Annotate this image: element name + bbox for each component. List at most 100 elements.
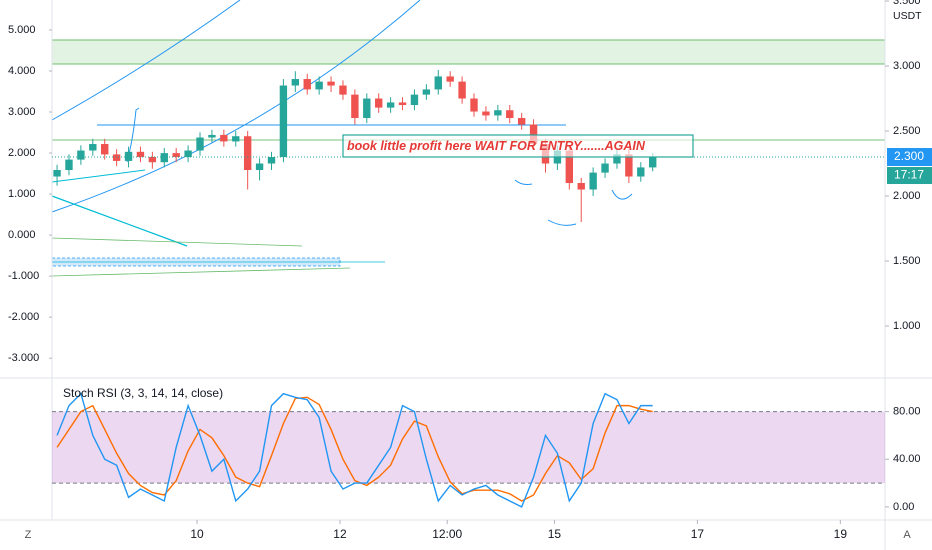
y2-tick-label: -2.000 bbox=[8, 311, 39, 323]
y-tick-label: 80.00 bbox=[893, 405, 921, 417]
candle-body bbox=[458, 81, 466, 99]
x-tick-label: 17 bbox=[691, 527, 705, 541]
y2-tick-label: 1.000 bbox=[8, 188, 36, 200]
x-tick-label: 15 bbox=[548, 527, 562, 541]
trend-line bbox=[51, 195, 188, 247]
candle-body bbox=[649, 157, 657, 168]
x-tick-label: 10 bbox=[190, 527, 204, 541]
y-tick-label: 1.000 bbox=[893, 320, 921, 332]
candle-body bbox=[267, 157, 276, 164]
candle-body bbox=[303, 79, 311, 90]
candle-body bbox=[398, 102, 407, 106]
candle-body bbox=[529, 124, 538, 145]
y2-tick-label: 2.000 bbox=[8, 147, 36, 159]
candle-body bbox=[112, 154, 121, 161]
zone bbox=[51, 39, 886, 65]
indicator-title: Stoch RSI (3, 3, 14, 14, close) bbox=[63, 386, 223, 400]
candle-body bbox=[208, 134, 216, 138]
candle-body bbox=[255, 163, 264, 171]
drawing bbox=[611, 189, 633, 200]
stoch-line bbox=[56, 392, 653, 508]
y-tick-label: 2.000 bbox=[893, 190, 921, 202]
candle-body bbox=[339, 85, 347, 95]
candle-body bbox=[422, 89, 431, 95]
button[interactable] bbox=[896, 524, 918, 546]
candle-body bbox=[482, 111, 490, 116]
button[interactable] bbox=[17, 524, 39, 546]
candle-body bbox=[446, 76, 454, 82]
y2-tick-label: 5.000 bbox=[8, 24, 36, 36]
last-price-label: 2.300 bbox=[894, 149, 924, 163]
button-label[interactable]: Z bbox=[25, 529, 32, 541]
annotation: book little profit here WAIT FOR ENTRY..… bbox=[347, 139, 646, 153]
trend-line bbox=[51, 169, 146, 183]
y2-tick-label: 0.000 bbox=[8, 229, 36, 241]
y2-tick-label: 3.000 bbox=[8, 106, 36, 118]
candle-body bbox=[363, 98, 371, 119]
candle-body bbox=[517, 118, 526, 125]
y2-tick-label: 4.000 bbox=[8, 65, 36, 77]
trend-curve bbox=[51, 0, 241, 121]
candle-body bbox=[220, 134, 228, 142]
candle-body bbox=[637, 167, 645, 177]
candle-body bbox=[470, 98, 478, 112]
candle-body bbox=[148, 157, 157, 163]
x-tick-label: 12 bbox=[333, 527, 347, 541]
candle-body bbox=[386, 102, 395, 108]
y-tick-label: 3.000 bbox=[893, 60, 921, 72]
x-tick-label: 12:00 bbox=[432, 527, 462, 541]
candle-body bbox=[375, 98, 383, 108]
currency: USDT bbox=[893, 10, 922, 22]
candle-body bbox=[625, 154, 633, 177]
candle-body bbox=[410, 94, 419, 106]
trend-line bbox=[51, 267, 351, 277]
drawing bbox=[514, 179, 533, 185]
countdown: 17:17 bbox=[894, 168, 924, 182]
candle-body bbox=[160, 153, 168, 163]
candle-body bbox=[184, 150, 192, 158]
trend-line bbox=[51, 237, 303, 247]
countdown-tag bbox=[887, 167, 932, 185]
candle-body bbox=[101, 144, 109, 155]
candle-body bbox=[196, 137, 204, 151]
candle-body bbox=[89, 144, 97, 151]
candle-body bbox=[124, 151, 133, 161]
candle-body bbox=[613, 154, 621, 164]
y-tick-label: 0.00 bbox=[893, 501, 914, 513]
band bbox=[52, 411, 885, 484]
candle-body bbox=[279, 85, 288, 158]
candle-body bbox=[351, 94, 359, 119]
y-tick-label: 1.500 bbox=[893, 255, 921, 267]
y2-tick-label: -3.000 bbox=[8, 352, 39, 364]
candle-body bbox=[494, 110, 502, 116]
candle-body bbox=[434, 76, 442, 90]
candle-body bbox=[172, 153, 180, 158]
last-price-tag bbox=[887, 148, 932, 167]
y-tick-label: 2.500 bbox=[893, 125, 921, 137]
candle-body bbox=[291, 79, 300, 86]
range-box bbox=[51, 257, 341, 267]
candle-body bbox=[589, 172, 597, 190]
drawing bbox=[547, 219, 577, 226]
candle-body bbox=[65, 159, 73, 171]
annotation-box bbox=[342, 134, 694, 158]
candle-body bbox=[77, 150, 85, 160]
candle-body bbox=[565, 150, 574, 184]
button-label[interactable]: A bbox=[903, 529, 911, 541]
candle-body bbox=[601, 163, 609, 173]
candle-body bbox=[136, 151, 145, 158]
marks: 3.500 3.000 2.500 2.000 1.500 1.000 5.000 4.000… bbox=[8, 0, 932, 541]
trend-curve bbox=[51, 0, 421, 213]
candle-body bbox=[506, 110, 514, 119]
x-tick-label: 19 bbox=[834, 527, 848, 541]
y-tick-label: 3.500 bbox=[893, 0, 921, 7]
candle-body bbox=[243, 136, 252, 171]
candle-body bbox=[53, 170, 61, 177]
candle-body bbox=[315, 81, 323, 90]
candle-body bbox=[577, 183, 585, 190]
y2-tick-label: -1.000 bbox=[8, 270, 39, 282]
stoch-line bbox=[56, 396, 653, 502]
candle-body bbox=[232, 136, 240, 142]
